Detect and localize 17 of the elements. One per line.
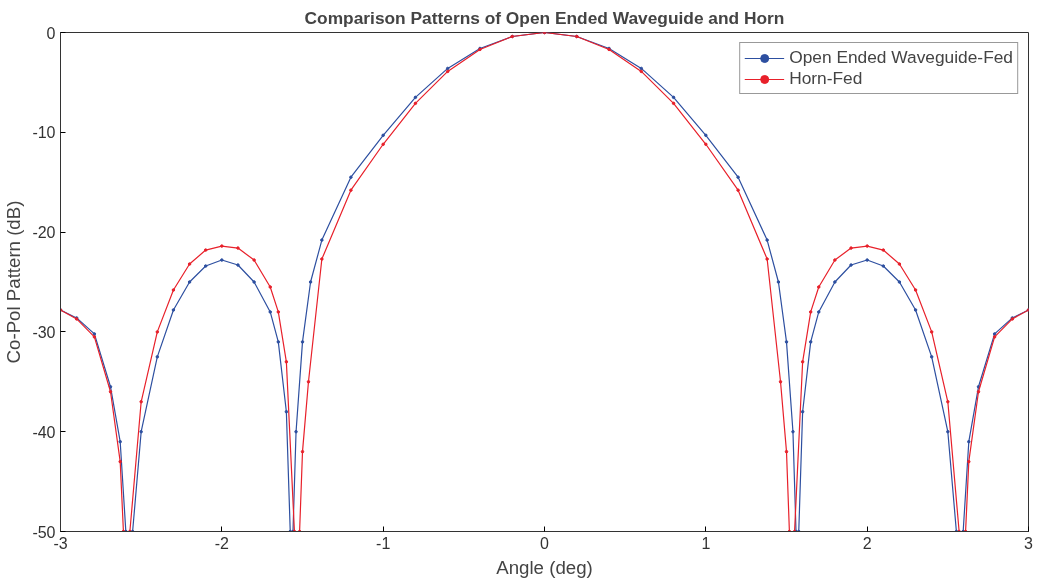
y-tick-label: -20 (32, 224, 56, 242)
x-tick-label: 1 (701, 534, 711, 552)
legend-label: Horn-Fed (789, 68, 863, 89)
x-tick-label: -2 (214, 534, 230, 552)
x-tick-label: 0 (540, 534, 550, 552)
chart-title: Comparison Patterns of Open Ended Waveguide and Horn (304, 7, 785, 28)
y-axis-title: Co-Pol Pattern (dB) (3, 200, 25, 364)
x-tick-label: -1 (376, 534, 391, 552)
x-tick-label: 2 (862, 534, 872, 552)
y-tick-label: -30 (32, 323, 56, 341)
y-tick-label: -50 (32, 523, 56, 541)
y-tick-label: -40 (32, 423, 56, 441)
x-tick-label: 3 (1024, 534, 1034, 552)
y-tick-label: 0 (46, 24, 56, 42)
x-axis-title: Angle (deg) (496, 556, 593, 578)
legend-label: Open Ended Waveguide-Fed (789, 47, 1013, 68)
y-tick-label: -10 (32, 124, 56, 142)
